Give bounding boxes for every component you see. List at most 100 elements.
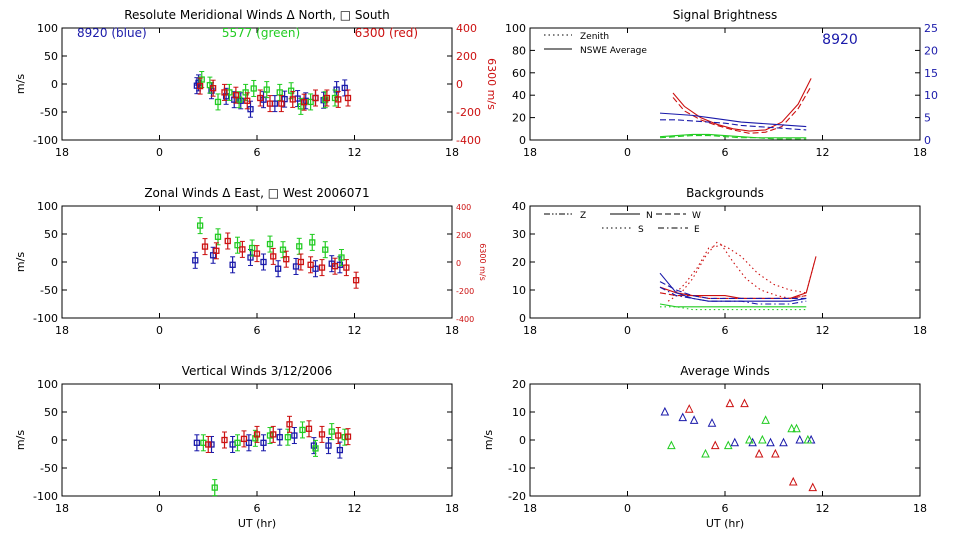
data-point <box>245 439 253 446</box>
data-point <box>266 100 274 107</box>
y-axis-label: m/s <box>482 430 495 450</box>
data-point <box>291 432 298 439</box>
data-point <box>723 440 733 450</box>
data-point <box>198 76 205 83</box>
y-tick-label: 50 <box>44 50 58 63</box>
data-point <box>289 96 296 103</box>
x-tick-label: 18 <box>445 502 459 515</box>
data-point <box>257 94 264 102</box>
y-tick-label: 50 <box>44 406 58 419</box>
series-line <box>659 272 807 302</box>
y-tick-label: 80 <box>512 44 526 57</box>
data-point <box>761 415 770 424</box>
y2-axis-label: 6300 m/s <box>478 243 487 281</box>
data-point <box>328 428 335 435</box>
series-line <box>659 256 817 299</box>
data-point <box>318 264 326 271</box>
data-point <box>213 247 220 254</box>
data-point <box>252 435 259 442</box>
data-point <box>300 99 308 106</box>
y2-tick-label: 0 <box>924 134 931 147</box>
data-point <box>792 423 801 433</box>
y-tick-label: 0 <box>519 434 526 447</box>
y-tick-label: 20 <box>512 256 526 269</box>
y2-tick-label: 0 <box>456 78 463 91</box>
data-point <box>253 431 261 438</box>
data-point <box>283 256 290 263</box>
data-point <box>276 89 283 96</box>
y-tick-label: -50 <box>40 284 58 297</box>
data-point <box>312 445 319 452</box>
y2-tick-label: 10 <box>924 89 938 102</box>
data-point <box>331 263 339 270</box>
data-point <box>266 240 274 248</box>
chart-panel-1: Resolute Meridional Winds Δ North, □ Sou… <box>14 8 498 159</box>
series-line <box>659 133 807 139</box>
data-point <box>196 222 204 229</box>
data-point <box>779 437 788 447</box>
data-point <box>234 242 241 249</box>
y-tick-label: 0 <box>519 134 526 147</box>
data-point <box>287 87 295 94</box>
x-tick-label: 18 <box>913 146 927 159</box>
x-tick-label: 6 <box>254 502 261 515</box>
data-point <box>707 418 717 427</box>
data-point <box>344 433 352 440</box>
x-tick-label: 18 <box>55 502 69 515</box>
x-axis-label: UT (hr) <box>238 517 276 530</box>
series-line <box>672 85 812 134</box>
x-tick-label: 0 <box>624 324 631 337</box>
data-point <box>341 434 348 441</box>
data-point <box>279 246 287 253</box>
data-point <box>278 100 285 107</box>
y2-axis-label: 6300 m/s <box>485 58 498 110</box>
legend-item: W <box>692 211 701 221</box>
data-point <box>341 84 348 92</box>
data-point <box>803 434 813 444</box>
data-point <box>344 94 352 102</box>
legend-item: Z <box>580 211 586 221</box>
legend-item: Zenith <box>580 32 609 42</box>
y2-tick-label: 0 <box>456 259 461 268</box>
series-line <box>659 286 807 305</box>
y-tick-label: -50 <box>40 462 58 475</box>
x-tick-label: 6 <box>254 146 261 159</box>
data-point <box>263 86 270 93</box>
data-point <box>253 250 261 257</box>
data-point <box>214 233 222 240</box>
y2-tick-label: -200 <box>456 287 474 296</box>
data-point <box>208 441 215 448</box>
plot-frame <box>61 27 453 141</box>
data-point <box>309 239 316 246</box>
data-point <box>224 237 231 245</box>
series-line <box>672 244 807 299</box>
x-tick-label: 12 <box>816 146 830 159</box>
chart-title: Signal Brightness <box>673 8 778 22</box>
data-point <box>286 421 293 428</box>
data-point <box>281 95 288 103</box>
data-point <box>193 439 201 446</box>
data-point <box>808 482 818 492</box>
x-tick-label: 12 <box>816 324 830 337</box>
chart-annotation: 8920 <box>822 32 858 48</box>
x-tick-label: 0 <box>156 324 163 337</box>
data-point <box>296 243 303 250</box>
series-line <box>659 134 807 140</box>
data-point <box>232 92 240 99</box>
y2-tick-label: -400 <box>456 315 474 324</box>
data-point <box>260 258 267 266</box>
data-point <box>239 246 246 253</box>
series-line <box>659 112 807 128</box>
y-tick-label: 0 <box>51 78 58 91</box>
y2-tick-label: 20 <box>924 44 938 57</box>
data-point <box>748 437 757 447</box>
data-point <box>297 258 305 266</box>
data-point <box>214 98 222 106</box>
data-point <box>710 440 720 450</box>
data-point <box>766 437 775 447</box>
data-point <box>787 423 796 433</box>
x-tick-label: 18 <box>55 146 69 159</box>
data-point <box>229 261 236 268</box>
data-point <box>740 398 749 408</box>
